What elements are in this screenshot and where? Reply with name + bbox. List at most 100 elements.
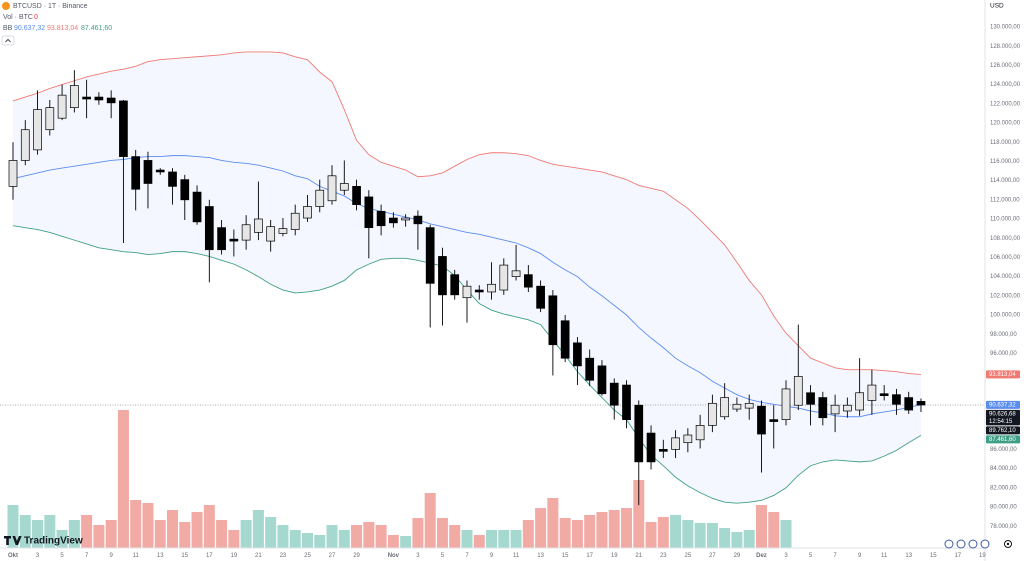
- y-tick-label: 80.000,00: [990, 505, 1017, 511]
- x-tick-label: 23: [280, 553, 287, 559]
- volume-bar: [682, 520, 694, 548]
- x-tick-label: 13: [905, 553, 912, 559]
- candle-body: [781, 388, 791, 420]
- x-tick-label: 19: [979, 553, 986, 559]
- y-tick-label: 124.000,00: [990, 82, 1021, 88]
- volume-bar: [755, 505, 767, 548]
- region-icon[interactable]: [980, 539, 990, 549]
- y-tick-label: 96.000,00: [990, 351, 1017, 357]
- band-line: [12, 155, 922, 418]
- x-tick-label: Okt: [8, 553, 18, 559]
- x-tick-label: 11: [513, 553, 520, 559]
- candle-body: [597, 365, 607, 395]
- y-tick-label: 100.000,00: [990, 313, 1021, 319]
- volume-bar: [719, 528, 731, 548]
- candle-body: [916, 401, 926, 406]
- y-tick-label: 114.000,00: [990, 178, 1020, 184]
- x-tick-label: 9: [858, 553, 862, 559]
- candle-body: [57, 94, 67, 119]
- volume-bar: [56, 530, 68, 548]
- volume-bar: [522, 520, 534, 548]
- volume-bar: [228, 530, 240, 548]
- x-tick-label: 3: [784, 553, 788, 559]
- candle-body: [499, 264, 509, 291]
- indicator-value: 87.461,60: [81, 25, 112, 32]
- volume-bar: [314, 535, 326, 548]
- price-axis-panel: [985, 0, 1024, 561]
- candle-body: [609, 382, 619, 406]
- candle-body: [818, 397, 828, 419]
- candle-body: [106, 97, 116, 104]
- x-tick-label: 5: [441, 553, 445, 559]
- volume-bar: [706, 523, 718, 548]
- indicator-value: 93.813,04: [47, 25, 78, 32]
- x-tick-label: 15: [930, 553, 937, 559]
- y-tick-label: 98.000,00: [990, 332, 1017, 338]
- region-icon[interactable]: [956, 539, 966, 549]
- currency-label[interactable]: USD: [990, 3, 1004, 10]
- logo-text[interactable]: TradingView: [24, 536, 83, 547]
- y-tick-label: 106.000,00: [990, 255, 1021, 261]
- candle-body: [744, 402, 754, 409]
- candle-body: [303, 206, 312, 219]
- x-tick-label: Nov: [388, 553, 400, 559]
- candle-body: [217, 227, 226, 251]
- candle-body: [646, 432, 656, 463]
- volume-bar: [265, 517, 277, 548]
- candle-body: [168, 171, 177, 187]
- candle-body: [327, 175, 337, 202]
- candle-body: [33, 109, 42, 151]
- volume-bar: [44, 515, 56, 548]
- region-icon[interactable]: [968, 539, 978, 549]
- collapse-button[interactable]: [1, 35, 15, 46]
- candle-body: [769, 419, 779, 422]
- candle-body: [241, 224, 251, 241]
- settings-icon[interactable]: [1004, 540, 1012, 548]
- volume-bar: [363, 522, 375, 548]
- volume-bar: [498, 530, 510, 548]
- x-tick-label: 13: [537, 553, 544, 559]
- volume-bar: [326, 525, 338, 548]
- y-tick-label: 78.000,00: [990, 524, 1017, 530]
- candle-body: [757, 405, 766, 435]
- candle-body: [843, 404, 852, 412]
- candle-body: [413, 215, 423, 225]
- x-tick-label: 7: [85, 553, 89, 559]
- x-tick-label: 21: [635, 553, 642, 559]
- volume-bar: [240, 520, 252, 548]
- x-tick-label: Dez: [756, 553, 767, 559]
- indicator-label: BB: [3, 25, 13, 32]
- volume-bar: [436, 518, 448, 548]
- volume-bar: [584, 515, 596, 548]
- candle-body: [511, 270, 521, 277]
- candle-body: [585, 357, 595, 381]
- y-tick-label: 82.000,00: [990, 485, 1017, 491]
- axes: 78.000,00 80.000,00 82.000,00 84.000,00 86.0…: [8, 25, 1021, 560]
- volume-bar: [301, 533, 313, 548]
- candle-body: [192, 191, 202, 223]
- candle-body: [229, 238, 239, 242]
- volume-bar: [375, 525, 387, 548]
- x-tick-label: 21: [255, 553, 262, 559]
- volume-bar: [412, 518, 424, 548]
- symbol-title[interactable]: BTCUSD · 1T · Binance: [13, 3, 88, 10]
- region-icon[interactable]: [944, 539, 954, 549]
- price-label-text: 89.762,10: [989, 428, 1016, 434]
- volume-bar: [510, 530, 522, 548]
- volume-bar: [167, 510, 179, 548]
- y-tick-label: 118.000,00: [990, 140, 1020, 146]
- candle-body: [20, 129, 30, 161]
- y-tick-label: 84.000,00: [990, 466, 1017, 472]
- candle-body: [364, 196, 374, 228]
- y-tick-label: 112.000,00: [990, 197, 1020, 203]
- candle-body: [143, 160, 153, 184]
- volume-bar: [780, 520, 792, 548]
- candle-body: [573, 342, 582, 367]
- candle-body: [548, 295, 558, 346]
- candle-body: [830, 404, 840, 415]
- x-tick-label: 17: [586, 553, 593, 559]
- x-tick-label: 7: [833, 553, 837, 559]
- x-tick-label: 19: [231, 553, 238, 559]
- y-tick-label: 86.000,00: [990, 447, 1017, 453]
- volume-bar: [351, 525, 363, 548]
